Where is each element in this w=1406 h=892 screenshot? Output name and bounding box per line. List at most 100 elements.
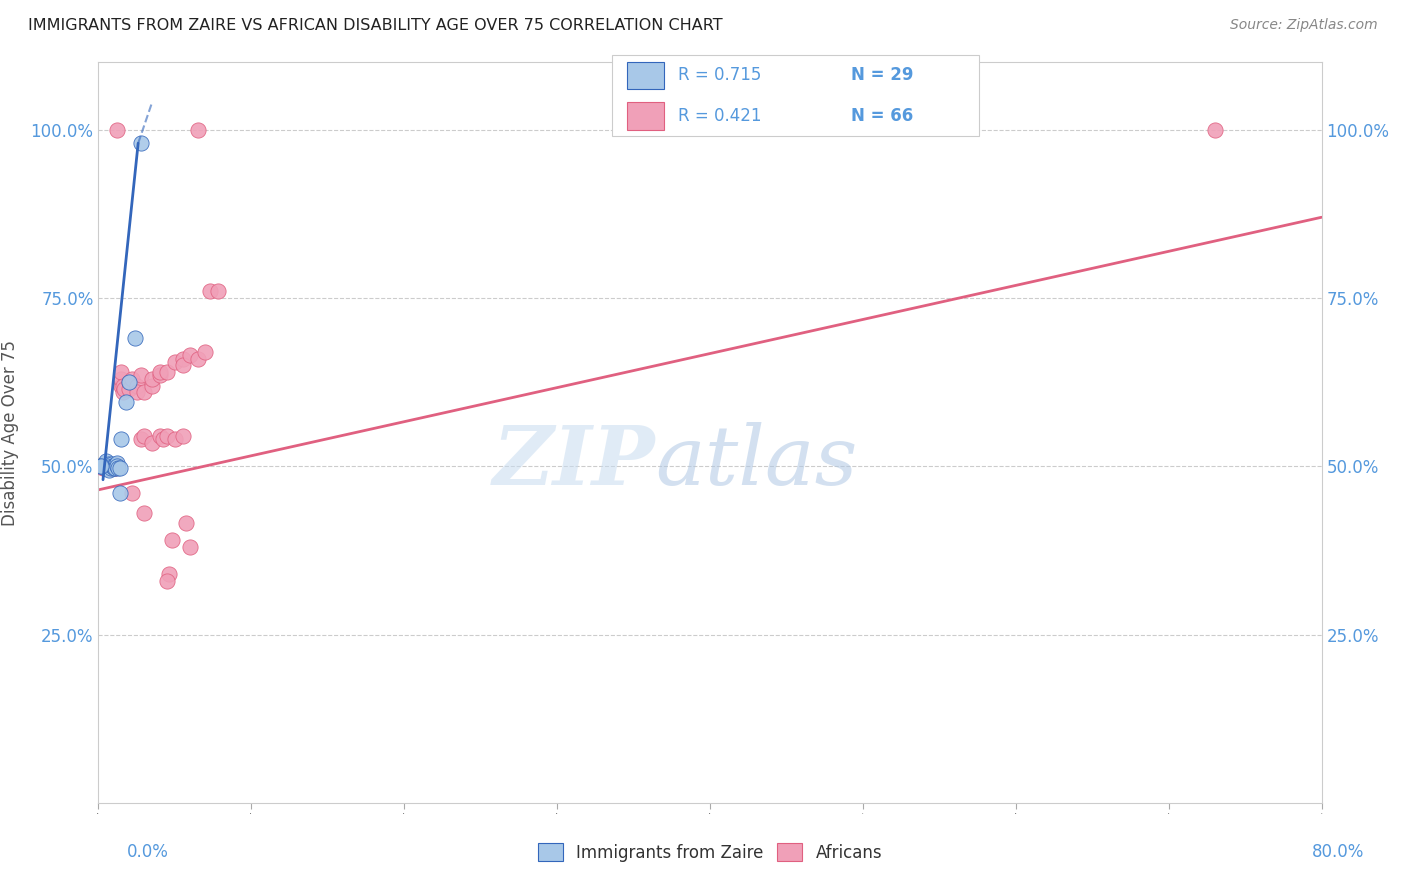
Point xyxy=(125,385,148,400)
Point xyxy=(156,365,179,379)
Point xyxy=(100,460,122,475)
Point xyxy=(111,378,134,392)
Point xyxy=(134,507,156,521)
Point xyxy=(160,533,183,548)
Point xyxy=(94,458,117,472)
Point xyxy=(125,378,148,392)
Point xyxy=(97,459,120,474)
Point xyxy=(110,378,132,392)
Point xyxy=(194,344,217,359)
Point xyxy=(141,378,163,392)
Point xyxy=(172,359,194,373)
Point xyxy=(104,458,127,472)
Point xyxy=(98,459,121,474)
Point xyxy=(104,460,127,475)
Point xyxy=(187,351,209,366)
Point xyxy=(129,368,152,383)
Point xyxy=(93,459,115,474)
Point xyxy=(124,331,146,345)
Point xyxy=(104,460,127,475)
Text: Source: ZipAtlas.com: Source: ZipAtlas.com xyxy=(1230,18,1378,32)
Point xyxy=(98,457,121,471)
Point xyxy=(187,122,209,136)
Point xyxy=(156,429,179,443)
Point xyxy=(141,372,163,386)
Point xyxy=(93,460,115,475)
Point xyxy=(129,136,152,151)
Point xyxy=(174,516,197,531)
Point xyxy=(134,385,156,400)
Point xyxy=(94,454,117,468)
Point xyxy=(207,285,229,299)
Point xyxy=(110,372,132,386)
Point xyxy=(134,429,156,443)
Point xyxy=(105,122,128,136)
Point xyxy=(91,460,114,475)
Point xyxy=(97,459,120,474)
Point xyxy=(103,460,125,475)
Point xyxy=(103,460,125,475)
Point xyxy=(110,433,132,447)
Text: ZIP: ZIP xyxy=(492,422,655,502)
Point xyxy=(111,385,134,400)
Text: atlas: atlas xyxy=(655,422,858,502)
Point xyxy=(141,435,163,450)
Point xyxy=(97,460,120,475)
Point xyxy=(163,433,186,447)
Point xyxy=(93,460,115,475)
Point xyxy=(1204,122,1226,136)
Point xyxy=(91,458,114,472)
Point xyxy=(149,368,172,383)
Point xyxy=(100,459,122,474)
Point xyxy=(100,460,122,475)
Point xyxy=(90,459,112,474)
Point xyxy=(100,459,122,474)
Point xyxy=(149,365,172,379)
Point xyxy=(94,458,117,472)
Point xyxy=(157,566,180,581)
Point xyxy=(101,457,124,471)
Point xyxy=(105,456,128,470)
Text: 80.0%: 80.0% xyxy=(1312,843,1364,861)
Text: IMMIGRANTS FROM ZAIRE VS AFRICAN DISABILITY AGE OVER 75 CORRELATION CHART: IMMIGRANTS FROM ZAIRE VS AFRICAN DISABIL… xyxy=(28,18,723,33)
Point xyxy=(163,355,186,369)
Point xyxy=(121,486,143,500)
Point xyxy=(103,459,125,474)
Point xyxy=(89,459,111,474)
Point xyxy=(97,460,120,475)
Point xyxy=(98,462,121,476)
Point xyxy=(107,460,129,475)
Point xyxy=(93,456,115,470)
Point xyxy=(91,459,114,474)
Point xyxy=(115,395,138,409)
Legend: Immigrants from Zaire, Africans: Immigrants from Zaire, Africans xyxy=(531,837,889,869)
Point xyxy=(101,459,124,474)
Point xyxy=(104,459,127,474)
Point xyxy=(105,458,128,472)
Point xyxy=(98,458,121,472)
Point xyxy=(172,351,194,366)
Point xyxy=(121,372,143,386)
Point xyxy=(129,433,152,447)
Text: 0.0%: 0.0% xyxy=(127,843,169,861)
Point xyxy=(118,382,141,396)
Point xyxy=(198,285,221,299)
Point xyxy=(179,348,201,362)
Point xyxy=(110,365,132,379)
Point xyxy=(108,486,131,500)
Point xyxy=(179,540,201,554)
Point xyxy=(118,375,141,389)
Point xyxy=(101,458,124,472)
Point xyxy=(118,375,141,389)
Point xyxy=(172,429,194,443)
Point xyxy=(108,460,131,475)
Point xyxy=(156,574,179,588)
Point xyxy=(105,459,128,474)
Point xyxy=(112,382,135,396)
Point xyxy=(149,429,172,443)
Point xyxy=(105,459,128,474)
Point xyxy=(152,433,174,447)
Point xyxy=(103,459,125,474)
Point xyxy=(101,459,124,474)
Point xyxy=(94,460,117,475)
